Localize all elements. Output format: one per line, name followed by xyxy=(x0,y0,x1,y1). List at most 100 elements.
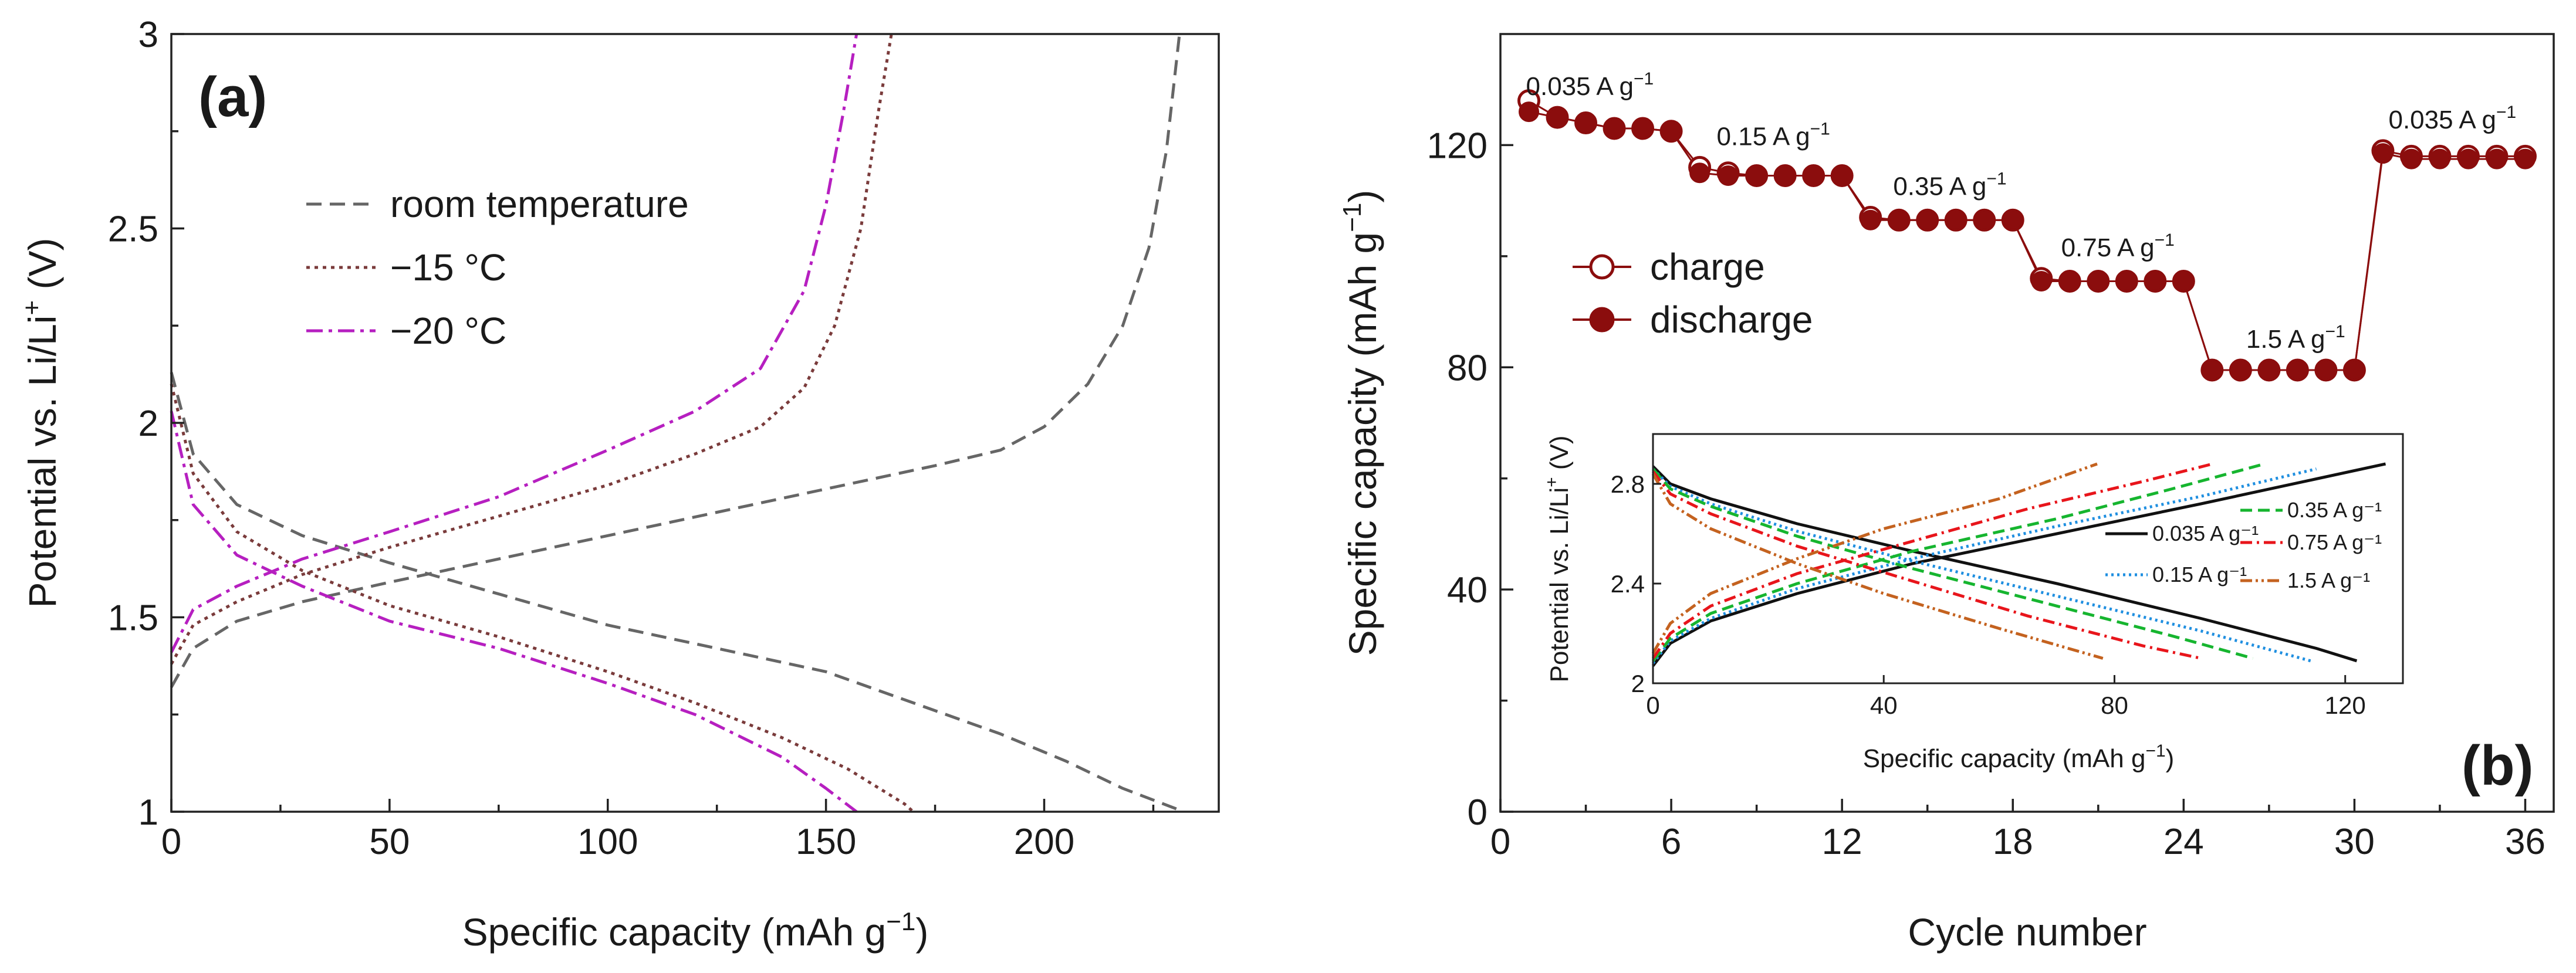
panel-b-discharge-point-25 xyxy=(2202,360,2223,381)
panel-b-discharge-point-1 xyxy=(1519,101,1540,123)
panel-b-discharge-point-3 xyxy=(1576,113,1597,134)
panel-a-legend: room temperature −15 °C −20 °C xyxy=(306,183,689,352)
panel-b-discharge-point-20 xyxy=(2059,270,2080,291)
inset-legend-label-075: 0.75 A g⁻¹ xyxy=(2287,530,2382,554)
panel-b-discharge-point-15 xyxy=(1917,209,1938,230)
panel-a-y-tick-label-1: 1.5 xyxy=(108,598,158,639)
panel-b-discharge-point-12 xyxy=(1831,165,1852,187)
inset-curve-4-charge xyxy=(1651,462,2098,655)
panel-b-y-ticks: 0 40 80 120 xyxy=(1427,126,1513,833)
panel-a-curve-0-charge xyxy=(170,33,1181,689)
panel-a-y-tick-label-3: 2.5 xyxy=(108,209,158,250)
panel-b-discharge-point-23 xyxy=(2145,270,2166,291)
inset-legend-label-015: 0.15 A g⁻¹ xyxy=(2152,562,2247,586)
panel-b-y-tick-label-3: 120 xyxy=(1427,126,1488,166)
inset-x-ticks: 0 40 80 120 xyxy=(1646,675,2366,719)
panel-a-y-axis-title: Potential vs. Li/Li+ (V) xyxy=(18,238,64,608)
panel-b-discharge-point-7 xyxy=(1689,162,1710,184)
panel-a-y-tick-label-0: 1 xyxy=(138,792,158,833)
inset-axes-frame xyxy=(1652,433,2404,684)
panel-b-y-axis-title: Specific capacity (mAh g−1) xyxy=(1338,190,1384,656)
panel-a-curves xyxy=(170,33,1185,813)
panel-b-y-tick-label-1: 40 xyxy=(1447,570,1488,611)
inset-legend: 0.035 A g⁻¹ 0.15 A g⁻¹ 0.35 A g⁻¹ 0.75 A… xyxy=(2105,498,2382,592)
panel-b-x-tick-label-4: 24 xyxy=(2163,822,2204,862)
panel-b-x-tick-label-6: 36 xyxy=(2505,822,2545,862)
panel-a-x-tick-label-1: 50 xyxy=(369,822,410,862)
inset-curve-2-charge xyxy=(1652,462,2265,662)
panel-a: 0 50 100 150 200 1 1.5 2 2.5 3 (a) Specific capa… xyxy=(18,15,1220,954)
panel-a-curve-2-charge xyxy=(170,33,858,653)
legend-swatch-discharge-marker xyxy=(1589,307,1615,333)
panel-b-x-tick-label-3: 18 xyxy=(1993,822,2033,862)
legend-label-minus-20c: −20 °C xyxy=(390,310,506,352)
panel-b-discharge-point-33 xyxy=(2429,148,2450,169)
inset-curve-0-charge xyxy=(1652,462,2386,667)
panel-b-y-tick-label-0: 0 xyxy=(1468,792,1488,833)
panel-b-discharge-point-16 xyxy=(1945,209,1966,230)
panel-b-discharge-point-11 xyxy=(1803,165,1824,187)
panel-a-x-tick-label-4: 200 xyxy=(1014,822,1074,862)
panel-b-rate-annotation-0: 0.035 A g−1 xyxy=(1526,69,1654,101)
panel-b-rate-annotations: 0.035 A g−1 0.15 A g−1 0.35 A g−1 0.75 A g−… xyxy=(1526,69,2517,354)
panel-b-x-ticks: 0 6 12 18 24 30 36 xyxy=(1490,799,2545,862)
panel-b-rate-annotation-5: 0.035 A g−1 xyxy=(2388,103,2516,134)
inset-y-axis-title: Potential vs. Li/Li+ (V) xyxy=(1542,435,1574,682)
panel-b-discharge-point-17 xyxy=(1974,209,1995,230)
panel-b-rate-annotation-4: 1.5 A g−1 xyxy=(2246,322,2345,354)
panel-a-y-tick-label-2: 2 xyxy=(138,404,158,444)
panel-b-discharge-point-21 xyxy=(2088,270,2109,291)
panel-b-discharge-point-35 xyxy=(2486,148,2507,169)
panel-b-discharge-point-4 xyxy=(1604,118,1625,139)
inset-curves xyxy=(1651,462,2386,667)
inset-curve-2-discharge xyxy=(1652,467,2254,660)
legend-label-discharge: discharge xyxy=(1650,299,1813,341)
panel-b-rate-annotation-2: 0.35 A g−1 xyxy=(1893,169,2006,201)
panel-b-axes-frame xyxy=(1499,33,2555,813)
panel-a-x-tick-label-3: 150 xyxy=(796,822,856,862)
panel-b-discharge-point-30 xyxy=(2344,360,2365,381)
legend-label-minus-15c: −15 °C xyxy=(390,246,506,289)
panel-a-label: (a) xyxy=(198,66,267,128)
panel-b-discharge-point-31 xyxy=(2372,143,2394,164)
panel-a-x-axis-title: Specific capacity (mAh g−1) xyxy=(462,907,929,954)
inset-legend-label-15: 1.5 A g⁻¹ xyxy=(2287,568,2370,592)
panel-b-rate-annotation-3: 0.75 A g−1 xyxy=(2061,230,2175,262)
panel-b-discharge-point-22 xyxy=(2116,270,2137,291)
inset-curve-4-discharge xyxy=(1651,473,2104,660)
inset-curve-1-charge xyxy=(1652,467,2317,665)
panel-a-curve-0-discharge xyxy=(170,372,1185,813)
panel-b-discharge-point-27 xyxy=(2259,360,2280,381)
inset-x-tick-label-2: 80 xyxy=(2101,691,2128,719)
panel-b-rate-annotation-1: 0.15 A g−1 xyxy=(1717,119,1830,151)
panel-b-x-tick-label-1: 6 xyxy=(1661,822,1681,862)
panel-b-y-tick-label-2: 80 xyxy=(1447,348,1488,388)
panel-b-discharge-point-10 xyxy=(1774,165,1796,187)
panel-b-discharge-point-36 xyxy=(2514,148,2536,169)
inset-curve-3-charge xyxy=(1651,462,2213,659)
panel-b-discharge-point-29 xyxy=(2315,360,2337,381)
panel-b-discharge-point-13 xyxy=(1860,209,1881,230)
inset-y-ticks: 2 2.4 2.8 xyxy=(1611,470,1661,697)
panel-a-y-tick-label-4: 3 xyxy=(138,15,158,55)
panel-b-discharge-point-24 xyxy=(2173,270,2194,291)
legend-label-room-temperature: room temperature xyxy=(390,183,689,225)
panel-a-x-tick-label-2: 100 xyxy=(577,822,638,862)
inset-y-tick-label-0: 2 xyxy=(1631,670,1645,697)
inset-curve-1-discharge xyxy=(1652,467,2311,663)
panel-b-discharge-point-26 xyxy=(2230,360,2251,381)
panel-b-x-tick-label-5: 30 xyxy=(2334,822,2375,862)
legend-label-charge: charge xyxy=(1650,246,1765,288)
panel-a-curve-2-discharge xyxy=(170,411,858,813)
panel-b-x-tick-label-0: 0 xyxy=(1490,822,1510,862)
inset-x-tick-label-0: 0 xyxy=(1646,691,1659,719)
panel-b-discharge-point-5 xyxy=(1632,118,1654,139)
panel-a-x-tick-label-0: 0 xyxy=(161,822,181,862)
legend-swatch-charge-marker xyxy=(1589,254,1615,280)
panel-b-discharge-point-34 xyxy=(2457,148,2479,169)
panel-b-discharge-point-9 xyxy=(1746,165,1767,187)
panel-b-x-axis-title: Cycle number xyxy=(1908,910,2146,954)
panel-a-x-ticks: 0 50 100 150 200 xyxy=(161,799,1155,862)
panel-b-discharge-point-2 xyxy=(1547,107,1568,128)
panel-b-series xyxy=(1517,89,2537,382)
